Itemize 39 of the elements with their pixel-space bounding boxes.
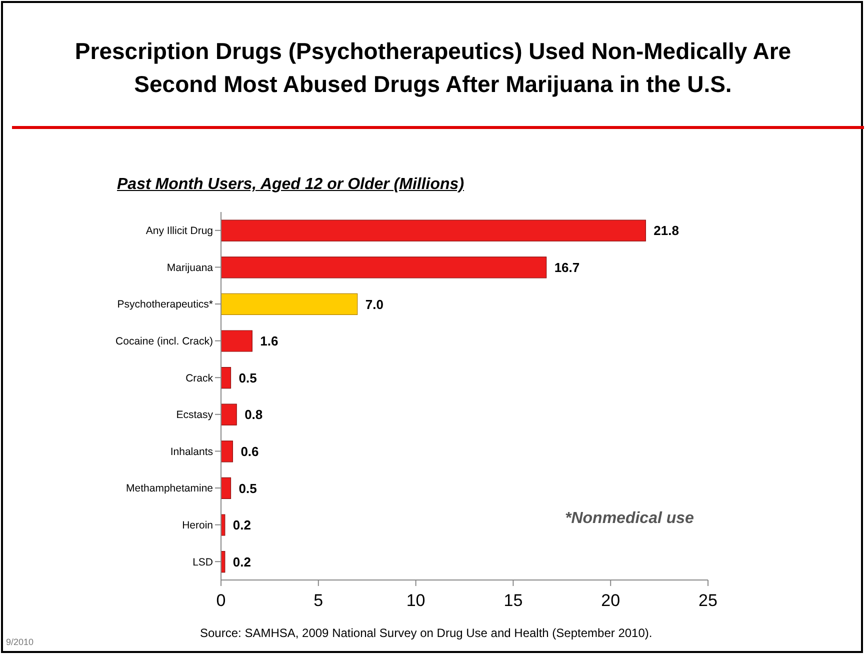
bar (221, 330, 252, 352)
y-tick-label: Any Illicit Drug (146, 225, 214, 238)
bar (221, 477, 232, 499)
y-tick-label: LSD (192, 556, 214, 568)
x-tick-label: 15 (504, 591, 523, 610)
data-label: 0.2 (232, 554, 251, 570)
y-tick-label: Marijuana (166, 262, 214, 274)
x-tick-label: 20 (601, 591, 620, 610)
bar (221, 440, 233, 462)
data-label: 0.5 (238, 370, 257, 386)
data-label: 0.5 (238, 480, 257, 496)
data-label: 7.0 (365, 296, 384, 312)
bar (221, 256, 547, 278)
x-tick-label: 25 (698, 591, 718, 610)
annotation: *Nonmedical use (565, 510, 694, 528)
data-label: 21.8 (654, 223, 679, 238)
data-label: 1.6 (260, 334, 278, 349)
y-tick-label: Heroin (182, 520, 214, 532)
data-label: 0.8 (244, 407, 263, 422)
x-tick-label: 0 (216, 591, 226, 610)
chart-title: Prescription Drugs (Psychotherapeutics) Used Non-Medically Are Second Most Abused Drugs After Marijuana in the U.S. (74, 37, 792, 99)
bar (221, 404, 237, 426)
data-label: 0.6 (240, 444, 259, 460)
y-tick-label: Psychotherapeutics* (117, 298, 213, 311)
y-tick-label: Cocaine (incl. Crack) (116, 336, 213, 348)
bar (221, 366, 232, 389)
x-tick-label: 5 (314, 591, 324, 610)
data-label: 16.7 (554, 260, 580, 276)
text: 9/2010 (6, 637, 34, 647)
y-tick-label: Methamphetamine (126, 482, 214, 495)
chart-subtitle: Past Month Users, Aged 12 or Older (Millions) (117, 176, 464, 194)
bar (221, 220, 646, 242)
x-tick-label: 10 (406, 591, 426, 610)
source-note: Source: SAMHSA, 2009 National Survey on Drug Use and Health (September 2010). (200, 626, 652, 640)
y-tick-label: Crack (186, 372, 214, 384)
data-label: 0.2 (232, 518, 251, 533)
y-tick-label: Inhalants (170, 446, 213, 458)
y-tick-label: Ecstasy (176, 409, 214, 422)
bar (221, 293, 358, 315)
